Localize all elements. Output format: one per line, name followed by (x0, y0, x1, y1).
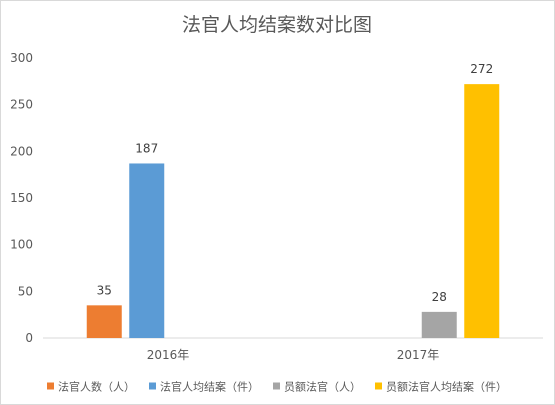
legend-swatch (47, 382, 54, 390)
legend-label: 员额法官（人） (284, 380, 361, 394)
y-tick-label: 150 (10, 191, 33, 205)
y-tick-label: 100 (10, 238, 33, 252)
data-labels-layer: 35 187 28 272 (97, 62, 494, 304)
data-label: 28 (432, 290, 447, 304)
bar (129, 163, 165, 338)
legend-swatch (149, 382, 156, 390)
bar (464, 84, 500, 338)
x-tick-label: 2016年 (147, 348, 190, 362)
y-tick-label: 300 (10, 51, 33, 65)
y-tick-label: 250 (10, 98, 33, 112)
bar (421, 311, 457, 338)
data-label: 35 (97, 283, 112, 297)
legend-swatch (375, 382, 382, 390)
data-label: 272 (470, 62, 493, 76)
y-tick-label: 200 (10, 144, 33, 158)
y-tick-label: 0 (25, 331, 33, 345)
legend-swatch (273, 382, 280, 390)
x-tick-label: 2017年 (397, 348, 440, 362)
bars-layer (86, 84, 500, 338)
legend-label: 员额法官人均结案（件） (386, 380, 507, 394)
x-axis: 2016年 2017年 (147, 348, 440, 362)
data-label: 187 (135, 141, 158, 155)
chart-title: 法官人均结案数对比图 (182, 14, 372, 36)
legend-label: 法官人数（人） (58, 380, 135, 394)
legend: 法官人数（人） 法官人均结案（件） 员额法官（人） 员额法官人均结案（件） (47, 380, 507, 394)
y-tick-label: 50 (18, 284, 33, 298)
y-axis: 0 50 100 150 200 250 300 (10, 51, 33, 345)
legend-label: 法官人均结案（件） (160, 380, 259, 394)
bar (86, 305, 122, 338)
